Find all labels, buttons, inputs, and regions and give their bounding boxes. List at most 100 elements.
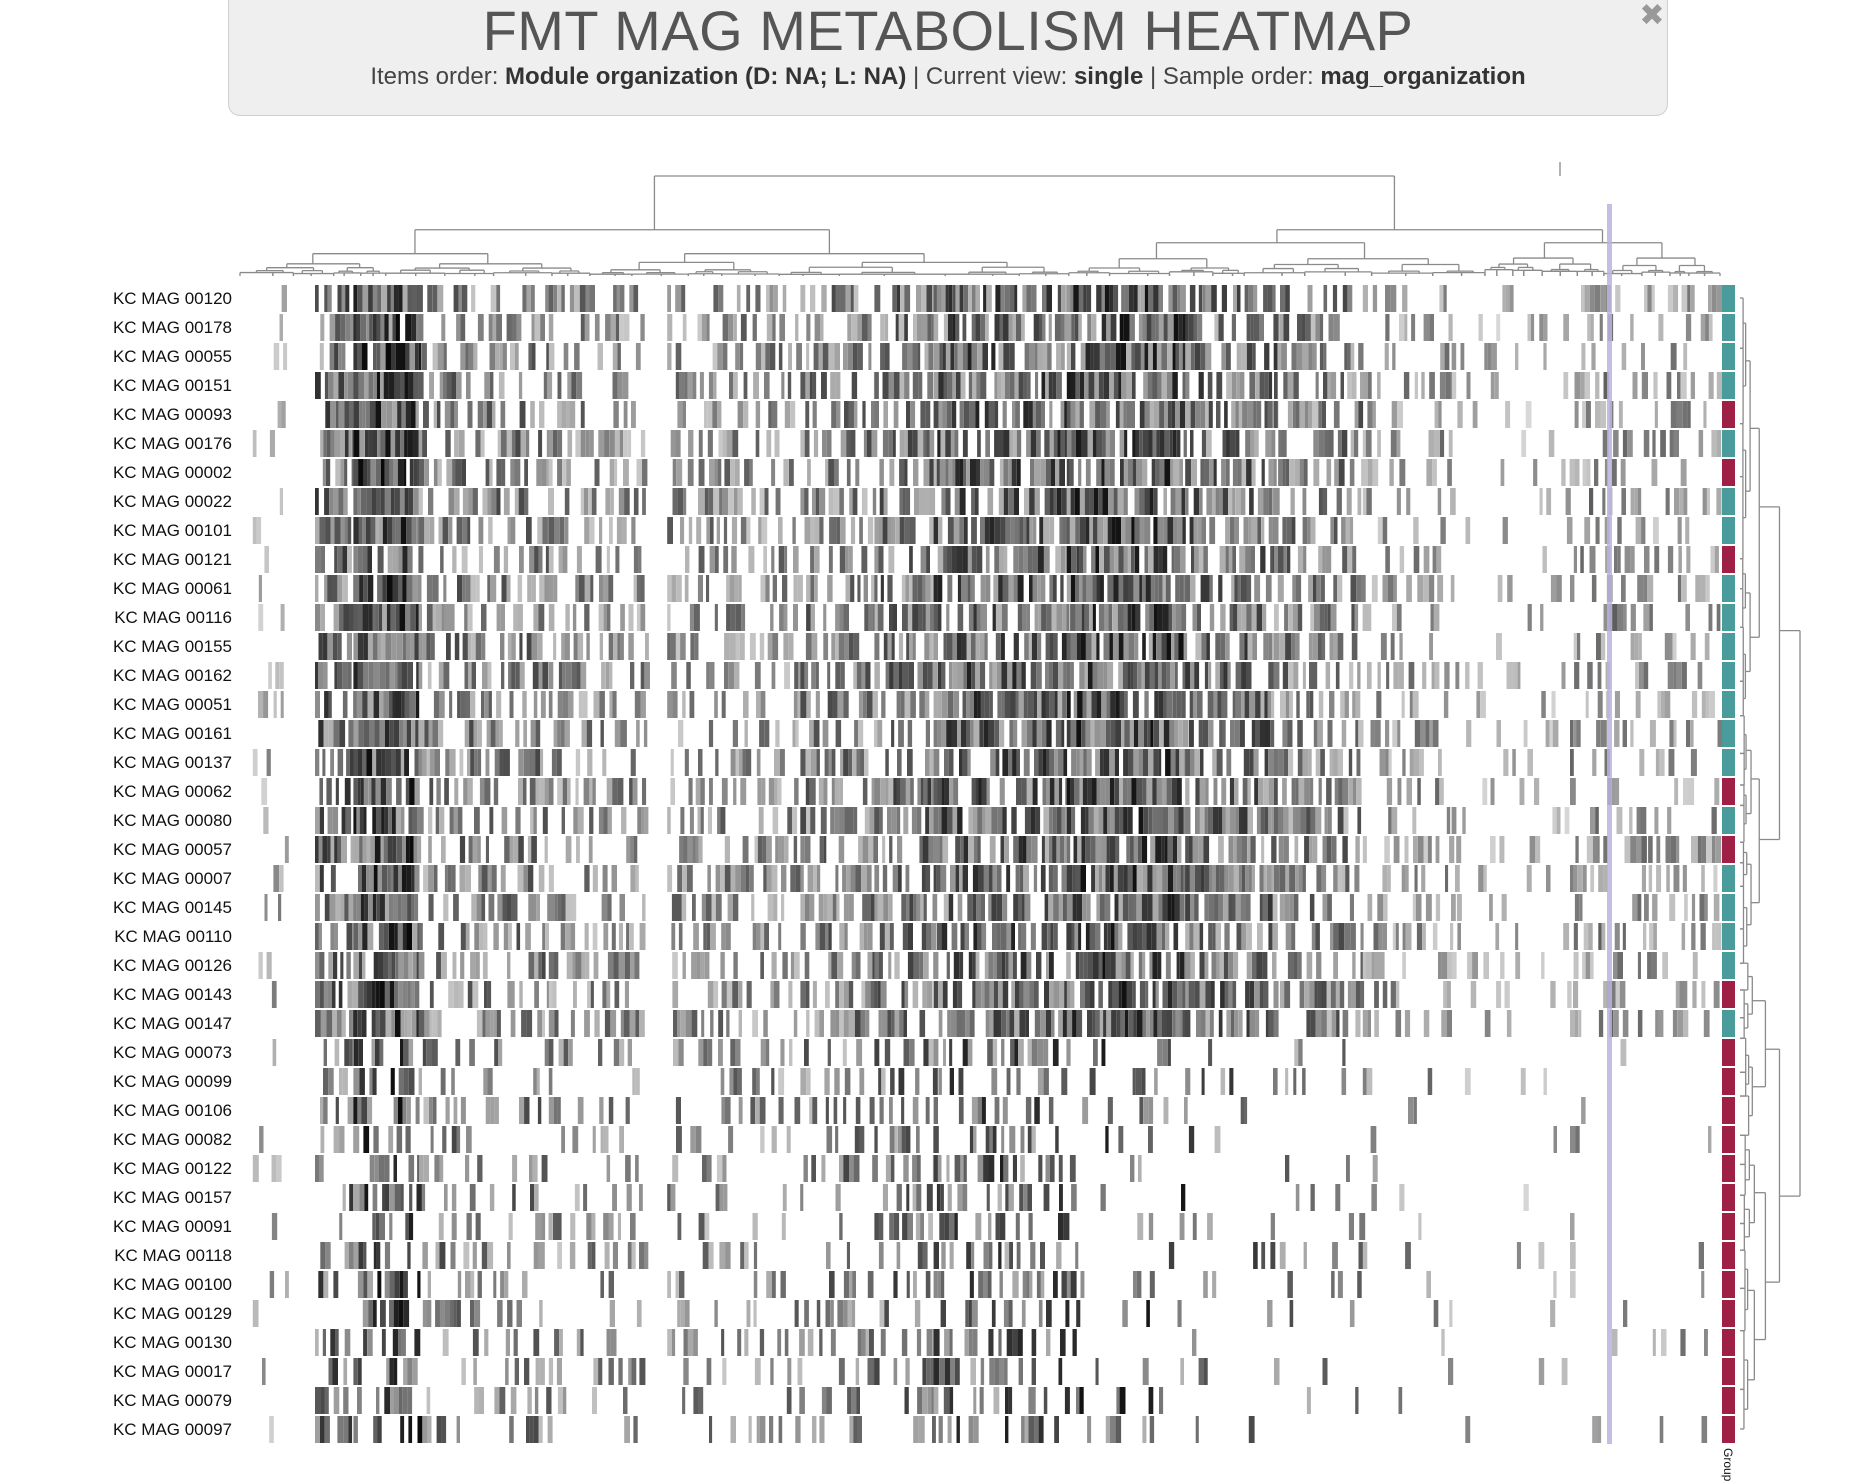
heatmap-cell: [1031, 836, 1038, 863]
heatmap-cell: [1095, 749, 1100, 776]
heatmap-cell: [353, 720, 359, 747]
heatmap-cell: [557, 894, 562, 921]
heatmap-cell: [1224, 981, 1229, 1008]
heatmap-cell: [416, 1010, 421, 1037]
row-label: KC MAG 00151: [113, 376, 232, 395]
heatmap-cell: [844, 923, 848, 950]
heatmap-cell: [1392, 343, 1396, 370]
heatmap-cell: [1034, 459, 1041, 486]
heatmap-cell: [1215, 662, 1221, 689]
heatmap-cell: [710, 1010, 714, 1037]
heatmap-cell: [1088, 372, 1095, 399]
heatmap-cell: [537, 633, 543, 660]
heatmap-cell: [924, 633, 930, 660]
heatmap-cell: [1483, 865, 1487, 892]
heatmap-cell: [1448, 430, 1453, 457]
heatmap-cell: [1617, 546, 1621, 573]
heatmap-cell: [1193, 488, 1200, 515]
heatmap-cell: [777, 778, 782, 805]
heatmap-cell: [1173, 517, 1178, 544]
heatmap-cell: [614, 430, 620, 457]
heatmap-cell: [515, 662, 520, 689]
heatmap-cell: [672, 488, 678, 515]
heatmap-cell: [1232, 546, 1236, 573]
heatmap-cell: [356, 807, 360, 834]
heatmap-cell: [1060, 401, 1065, 428]
heatmap-cell: [678, 720, 684, 747]
heatmap-cell: [1449, 836, 1455, 863]
heatmap-cell: [1137, 923, 1143, 950]
heatmap-cell: [883, 401, 888, 428]
heatmap-cell: [564, 633, 570, 660]
heatmap-cell: [548, 546, 554, 573]
heatmap-cell: [1527, 314, 1531, 341]
heatmap-cell: [334, 343, 339, 370]
heatmap-cell: [685, 1010, 692, 1037]
heatmap-cell: [527, 836, 532, 863]
heatmap-cell: [395, 430, 401, 457]
heatmap-cell: [640, 430, 646, 457]
heatmap-cell: [725, 923, 731, 950]
heatmap-cell: [1419, 749, 1424, 776]
heatmap-cell: [332, 807, 339, 834]
heatmap-cell: [381, 749, 386, 776]
heatmap-cell: [1308, 401, 1313, 428]
heatmap-cell: [888, 952, 892, 979]
heatmap-cell: [561, 894, 566, 921]
close-icon[interactable]: ✖: [1639, 0, 1665, 32]
heatmap-cell: [691, 1010, 698, 1037]
heatmap-cell: [465, 343, 469, 370]
heatmap-cell: [614, 981, 620, 1008]
heatmap-cell: [1526, 865, 1532, 892]
heatmap-cell: [1669, 430, 1674, 457]
heatmap-cell: [1089, 923, 1095, 950]
heatmap-cell: [1115, 720, 1122, 747]
heatmap-cell: [365, 401, 370, 428]
heatmap-cell: [546, 459, 550, 486]
heatmap-cell: [428, 807, 433, 834]
heatmap-cell: [1230, 720, 1234, 747]
heatmap-cell: [1521, 430, 1527, 457]
heatmap-cell: [335, 314, 341, 341]
heatmap-cell: [1291, 923, 1296, 950]
heatmap-cell: [548, 314, 554, 341]
heatmap-cell: [735, 865, 741, 892]
heatmap-cell: [327, 807, 333, 834]
heatmap-cell: [820, 314, 824, 341]
heatmap-cell: [1291, 343, 1297, 370]
heatmap-cell: [921, 923, 927, 950]
heatmap-cell: [778, 546, 784, 573]
heatmap-cell: [1504, 981, 1510, 1008]
heatmap-cell: [407, 662, 413, 689]
heatmap-cell: [1438, 749, 1442, 776]
heatmap-cell: [341, 285, 346, 312]
heatmap-cell: [867, 952, 873, 979]
heatmap-cell: [397, 459, 403, 486]
heatmap-cell: [721, 923, 726, 950]
heatmap-cell: [415, 691, 420, 718]
row-label: KC MAG 00130: [113, 1333, 232, 1352]
heatmap-cell: [1310, 604, 1314, 631]
heatmap-cell: [1256, 952, 1263, 979]
heatmap-cell: [1272, 285, 1276, 312]
heatmap-cell: [439, 807, 445, 834]
heatmap-cell: [1282, 517, 1287, 544]
heatmap-cell: [351, 459, 355, 486]
heatmap-cell: [328, 691, 332, 718]
heatmap-cell: [1423, 575, 1429, 602]
heatmap-cell: [1357, 662, 1361, 689]
heatmap-cell: [1206, 633, 1210, 660]
heatmap-cell: [330, 517, 335, 544]
heatmap-cell: [1357, 488, 1362, 515]
heatmap-cell: [838, 633, 845, 660]
heatmap-cell: [672, 459, 677, 486]
heatmap-cell: [971, 343, 978, 370]
heatmap-cell: [478, 865, 482, 892]
heatmap-cell: [722, 343, 728, 370]
heatmap-cell: [576, 836, 580, 863]
heatmap-cell: [409, 836, 414, 863]
heatmap-cell: [885, 662, 890, 689]
heatmap-cell: [1208, 894, 1215, 921]
heatmap-cell: [544, 836, 548, 863]
heatmap-cell: [428, 894, 434, 921]
